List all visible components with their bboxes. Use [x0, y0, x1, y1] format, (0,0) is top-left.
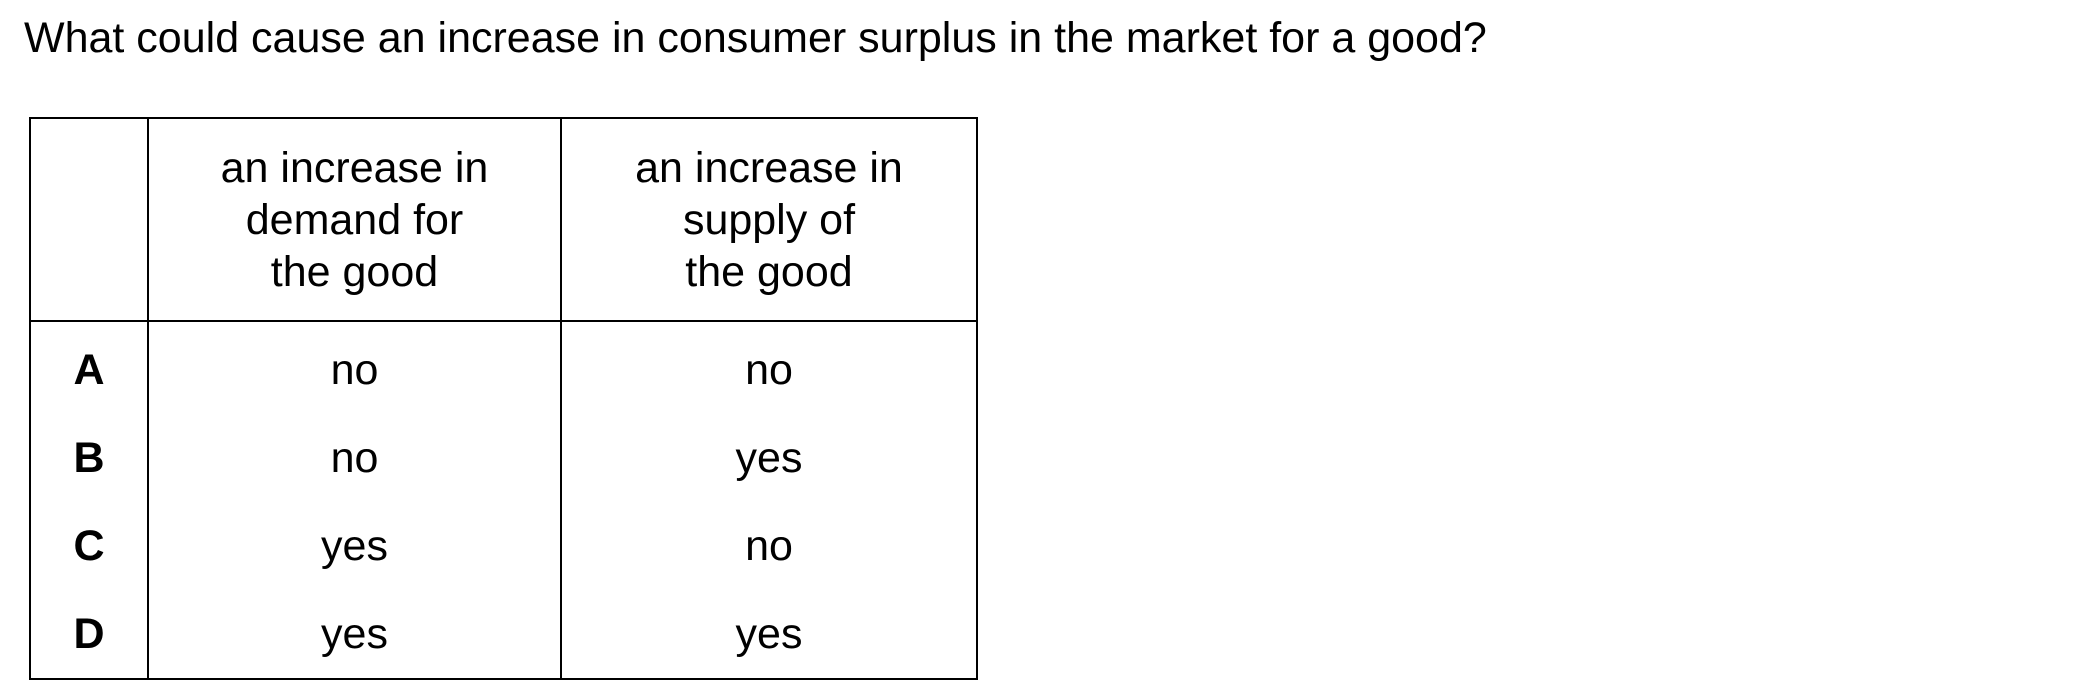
demand-answer: no	[147, 321, 562, 414]
demand-answer: yes	[147, 502, 562, 590]
header-demand-line-1: an increase in	[220, 143, 489, 192]
demand-answer: yes	[147, 590, 562, 679]
header-row: an increase in demand for the good an in…	[29, 117, 978, 322]
header-demand-line-3: the good	[270, 247, 439, 296]
header-supply-line-2: supply of	[682, 195, 856, 244]
table-row: A no no	[29, 321, 978, 414]
option-letter: D	[29, 590, 149, 679]
header-supply-line-3: the good	[685, 247, 853, 296]
table-row: D yes yes	[29, 590, 978, 679]
option-letter: B	[29, 414, 149, 502]
option-letter: C	[29, 502, 149, 590]
supply-answer: yes	[560, 590, 978, 679]
demand-answer: no	[147, 414, 562, 502]
supply-answer: no	[560, 502, 978, 590]
table-row: C yes no	[29, 502, 978, 590]
question-text: What could cause an increase in consumer…	[24, 14, 1487, 62]
supply-answer: no	[560, 321, 978, 414]
header-blank-cell	[29, 117, 149, 322]
table-row: B no yes	[29, 414, 978, 502]
supply-answer: yes	[560, 414, 978, 502]
option-letter: A	[29, 321, 149, 414]
header-demand-line-2: demand for	[245, 195, 464, 244]
header-demand: an increase in demand for the good	[147, 117, 562, 322]
header-supply-line-1: an increase in	[635, 143, 903, 192]
header-supply: an increase in supply of the good	[560, 117, 978, 322]
options-table: an increase in demand for the good an in…	[29, 117, 978, 680]
